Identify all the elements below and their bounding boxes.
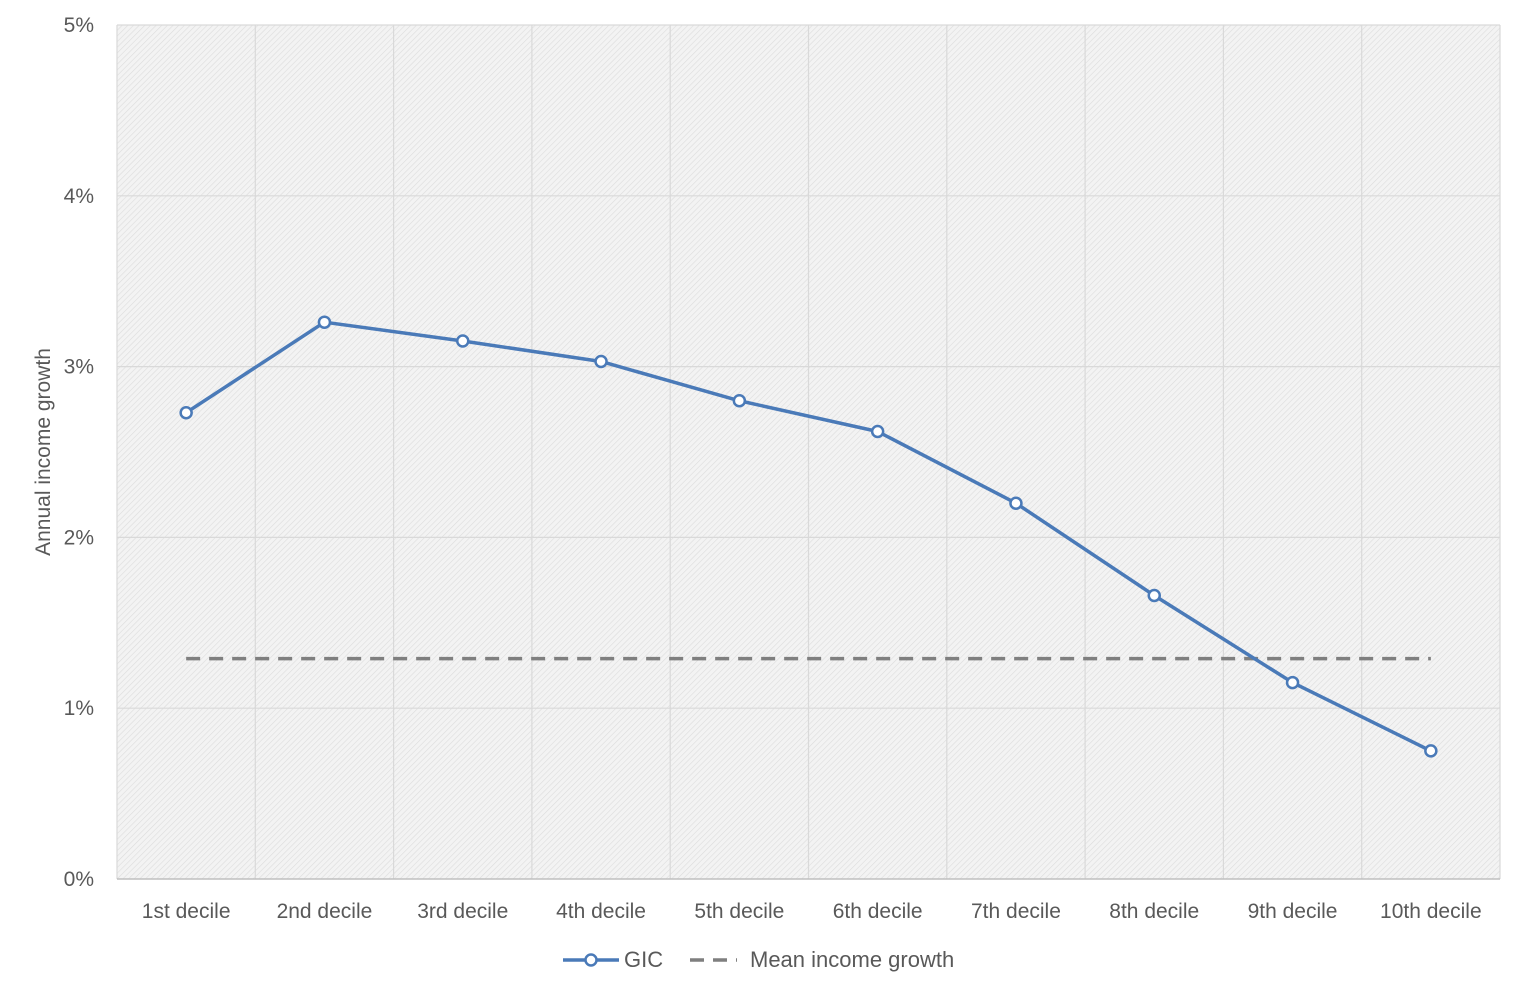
legend-item-gic: GIC <box>563 947 663 972</box>
gic-point <box>456 334 470 348</box>
legend-mean-label: Mean income growth <box>750 947 954 972</box>
x-tick-label: 10th decile <box>1380 900 1482 923</box>
y-tick-label: 1% <box>64 697 94 720</box>
gic-point <box>594 354 608 369</box>
x-tick-label: 3rd decile <box>417 900 508 923</box>
x-tick-label: 8th decile <box>1109 900 1199 923</box>
legend-gic-marker <box>584 953 598 967</box>
x-tick-label: 9th decile <box>1248 900 1338 923</box>
x-tick-label: 2nd decile <box>277 900 373 923</box>
y-axis-title: Annual income growth <box>32 348 55 556</box>
gic-point <box>179 405 193 420</box>
x-tick-label: 4th decile <box>556 900 646 923</box>
y-tick-label: 4% <box>64 185 94 208</box>
gic-point <box>1009 496 1023 510</box>
x-tick-label: 1st decile <box>142 900 231 923</box>
x-tick-labels: 1st decile 2nd decile 3rd decile 4th decile… <box>142 900 1482 923</box>
x-tick-label: 5th decile <box>694 900 784 923</box>
gic-point <box>1424 744 1438 758</box>
gic-point <box>1285 675 1300 690</box>
y-tick-label: 3% <box>64 356 94 379</box>
series <box>179 315 1438 758</box>
x-tick-label: 6th decile <box>833 900 923 923</box>
y-tick-label: 0% <box>64 868 94 891</box>
y-tick-label: 2% <box>64 526 94 549</box>
y-tick-label: 5% <box>64 14 94 37</box>
legend-gic-label: GIC <box>624 947 663 972</box>
gic-point <box>870 424 885 439</box>
legend-item-mean-income-growth: Mean income growth <box>690 947 954 972</box>
gic-point <box>732 394 747 408</box>
series-gic-line <box>185 320 1432 753</box>
gic-point <box>1147 588 1161 603</box>
y-tick-labels: 0% 1% 2% 3% 4% 5% <box>64 14 94 891</box>
gridlines <box>116 24 1501 879</box>
gic-point <box>317 315 332 329</box>
x-tick-label: 7th decile <box>971 900 1061 923</box>
legend: GIC Mean income growth <box>563 947 954 972</box>
